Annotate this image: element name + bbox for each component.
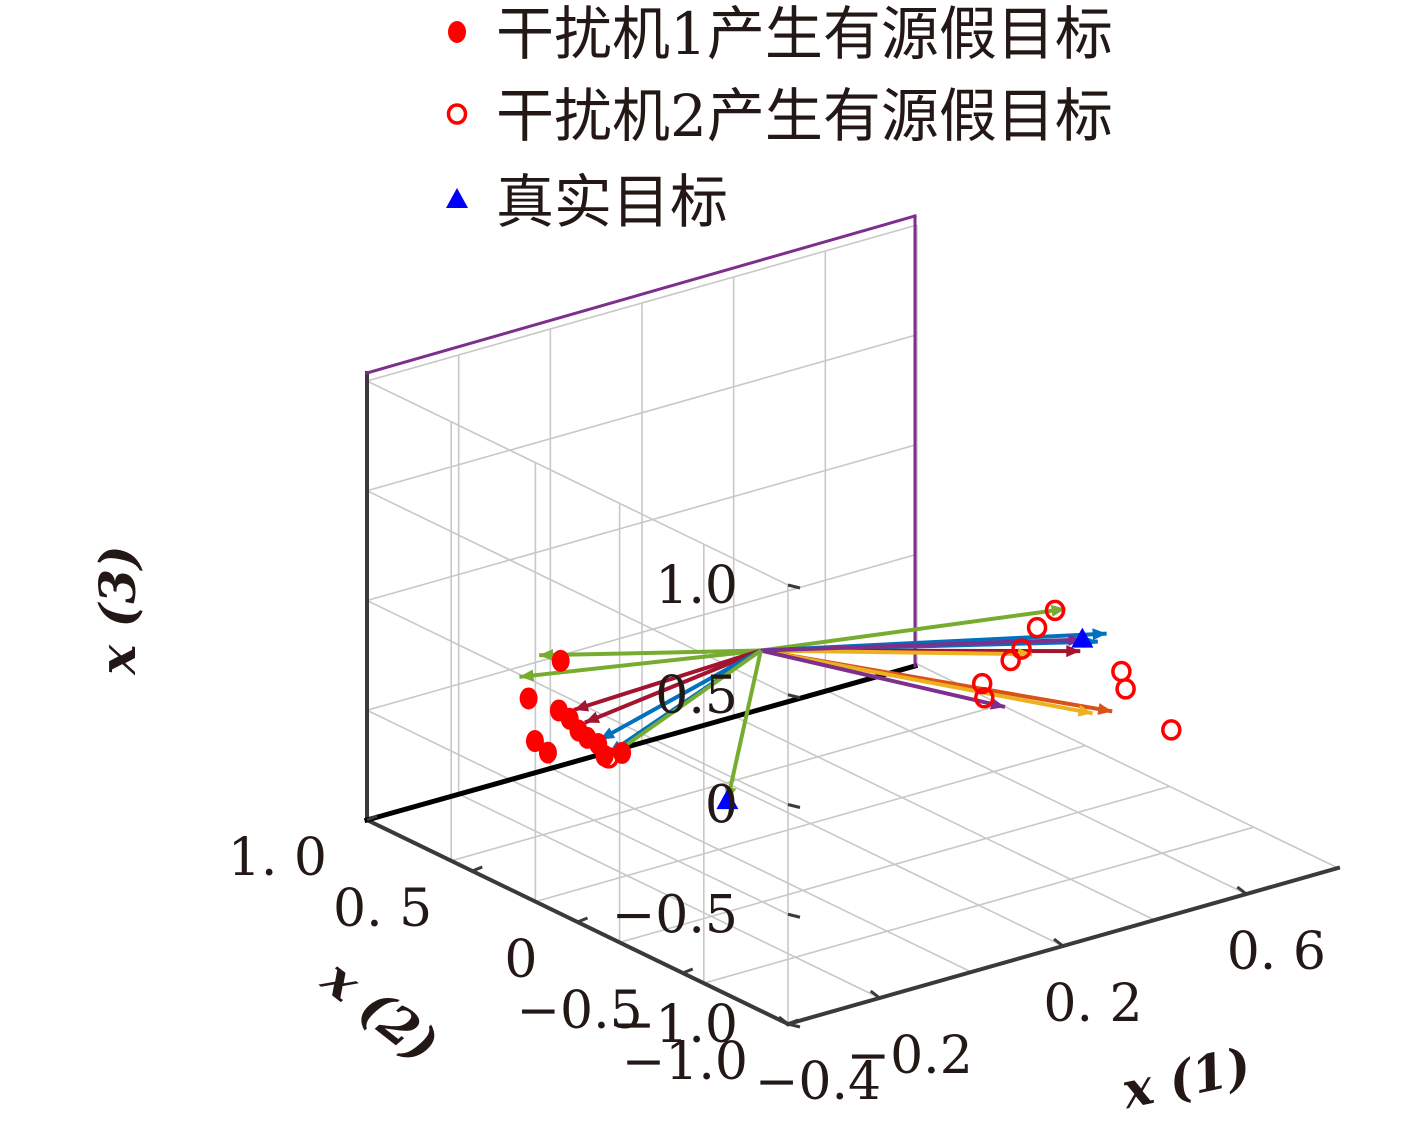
top-back-edge (365, 214, 917, 375)
legend-entry-label: 真实目标 (496, 168, 728, 236)
x2-tick-label: 0. 5 (333, 879, 432, 939)
vector-arrowhead (1050, 604, 1066, 617)
legend-marker-open-circle (446, 103, 468, 125)
vector-arrowhead (1068, 634, 1083, 647)
x3-tick-label: 1.0 (655, 556, 738, 616)
x1-tick (869, 989, 881, 1000)
jammer2-false-target-point (1111, 660, 1132, 683)
true-target-point (1071, 627, 1094, 648)
vector-arrowhead (1077, 704, 1093, 717)
legend-entry-label: 干扰机2产生有源假目标 (496, 82, 1113, 150)
x2-tick (366, 814, 378, 822)
wall-gridline (366, 490, 789, 696)
direction-vector (760, 648, 1093, 716)
x3-tick (787, 803, 801, 809)
direction-vector (610, 648, 762, 758)
x3-tick-label: −1.0 (612, 995, 738, 1055)
floor-back-edge (363, 662, 919, 824)
legend-marker-filled-circle (448, 21, 466, 43)
x1-tick-label: 0. 6 (1227, 922, 1326, 982)
vector-arrowhead (1097, 703, 1113, 715)
x2-tick (471, 865, 483, 873)
direction-vector (598, 648, 762, 742)
direction-vector (760, 648, 1006, 709)
direction-vector (760, 637, 1083, 653)
true-target-point (716, 789, 739, 810)
x2-tick (787, 1018, 799, 1026)
x2-tick (576, 916, 589, 924)
wall-gridline (366, 443, 918, 602)
vector-arrowhead (539, 648, 554, 661)
jammer2-false-target-point (1000, 649, 1021, 672)
x1-axis-label: x (1) (1116, 1036, 1256, 1121)
x1-tick (778, 1015, 789, 1026)
x1-tick-label: −0.4 (755, 1052, 881, 1112)
jammer2-false-target-point (971, 672, 993, 695)
jammer2-false-target-point (1115, 678, 1136, 700)
x3-tick (787, 693, 801, 700)
floor-gridline (824, 689, 1247, 895)
direction-vector (760, 648, 1033, 657)
jammer2-false-target-point (1161, 719, 1182, 741)
wall-gridline (366, 333, 918, 492)
jammer2-false-target-point (974, 687, 995, 709)
direction-vector (725, 650, 763, 802)
wall-gridline (366, 553, 918, 712)
x1-tick-label: −0.2 (847, 1026, 973, 1086)
x2-tick-label: 0 (504, 930, 537, 990)
direction-vector (539, 648, 761, 658)
vector-arrowhead (584, 711, 601, 723)
jammer1-false-target-point (551, 649, 570, 672)
x3-tick-label: −0.5 (612, 885, 738, 945)
x1-tick (1236, 885, 1248, 896)
x1-tick-label: 0. 2 (1043, 974, 1142, 1034)
direction-vector (519, 648, 762, 679)
vector-arrowhead (1066, 645, 1081, 658)
x2-tick-label: −0.5 (516, 981, 642, 1041)
vector-arrowhead (573, 699, 590, 712)
direction-vector (760, 606, 1066, 653)
jammer1-false-target-point (525, 730, 544, 753)
floor-gridline (458, 793, 881, 999)
jammer2-false-target-point (1026, 616, 1048, 639)
wall-gridline (366, 380, 789, 586)
jammer1-false-target-point (538, 741, 557, 764)
x1-tick (1053, 937, 1064, 948)
floor-gridline (733, 715, 1156, 921)
jammer1-false-target-point (519, 687, 538, 710)
floor-gridline (641, 741, 1064, 947)
x2-tick (682, 967, 694, 975)
x3-tick-label: 0.5 (655, 666, 738, 726)
vector-arrowhead (1092, 628, 1107, 641)
x3-tick-label: 0 (705, 776, 738, 836)
direction-vector (573, 648, 762, 712)
x2-tick-label: −1.0 (622, 1032, 748, 1092)
jammer2-false-target-point (1011, 638, 1032, 660)
x3-tick (787, 912, 801, 919)
x3-tick (787, 583, 801, 590)
floor-gridline (916, 663, 1339, 869)
floor-gridline (549, 767, 972, 973)
vector-arrowhead (519, 669, 535, 682)
wall-gridline (366, 709, 789, 915)
jammer2-false-target-point (1044, 599, 1066, 622)
legend-entry-label: 干扰机1产生有源假目标 (496, 0, 1113, 68)
direction-vector (584, 648, 762, 725)
x2-tick-label: 1. 0 (228, 828, 327, 888)
wall-gridline (366, 224, 918, 382)
wall-gridline (366, 599, 789, 806)
x3-axis-label: x (3) (88, 545, 147, 675)
x2-axis-label: x (2) (311, 948, 450, 1075)
legend-marker-triangle (446, 188, 468, 208)
jammer2-false-target-point (598, 747, 619, 769)
